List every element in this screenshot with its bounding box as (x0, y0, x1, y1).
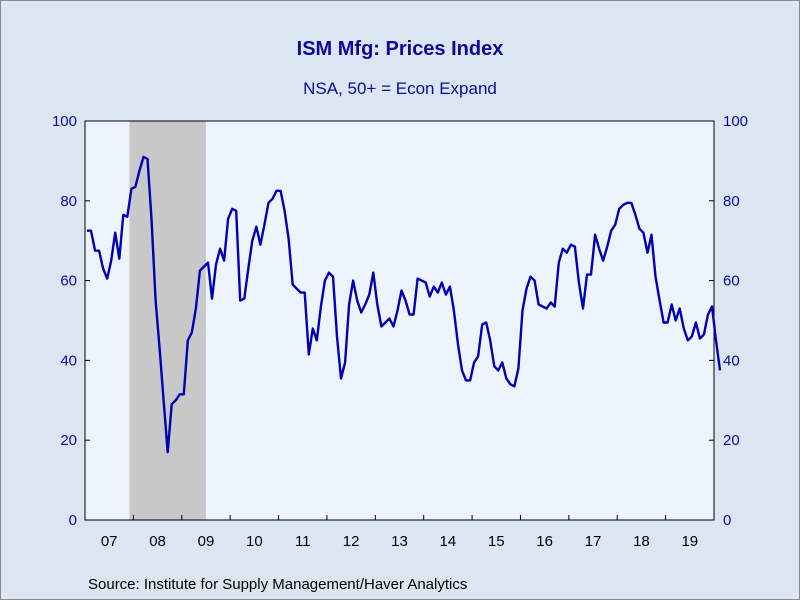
x-tick-label: 08 (149, 533, 166, 550)
x-tick-label: 15 (488, 533, 505, 550)
y-tick-label-left: 100 (52, 113, 77, 130)
y-tick-label-right: 80 (723, 193, 740, 210)
y-tick-label-left: 0 (69, 512, 77, 529)
source-note: Source: Institute for Supply Management/… (88, 576, 468, 593)
y-tick-label-right: 60 (723, 273, 740, 290)
y-tick-label-right: 0 (723, 512, 731, 529)
x-tick-label: 14 (440, 533, 457, 550)
y-tick-label-right: 20 (723, 432, 740, 449)
chart-title: ISM Mfg: Prices Index (296, 38, 504, 60)
x-tick-label: 09 (198, 533, 215, 550)
x-tick-label: 18 (633, 533, 650, 550)
x-tick-label: 12 (343, 533, 360, 550)
series-layer (87, 155, 722, 454)
x-tick-label: 10 (246, 533, 263, 550)
y-tick-label-right: 100 (723, 113, 748, 130)
y-tick-label-left: 60 (60, 273, 77, 290)
chart-subtitle: NSA, 50+ = Econ Expand (303, 79, 497, 98)
x-tick-label: 07 (101, 533, 118, 550)
y-tick-label-right: 40 (723, 352, 740, 369)
x-tick-label: 19 (681, 533, 698, 550)
series-line (87, 155, 722, 454)
x-tick-label: 11 (295, 533, 311, 550)
x-tick-label: 13 (391, 533, 408, 550)
x-tick-label: 16 (536, 533, 553, 550)
y-tick-label-left: 80 (60, 193, 77, 210)
x-tick-label: 17 (585, 533, 602, 550)
y-tick-label-left: 20 (60, 432, 77, 449)
y-tick-label-left: 40 (60, 352, 77, 369)
